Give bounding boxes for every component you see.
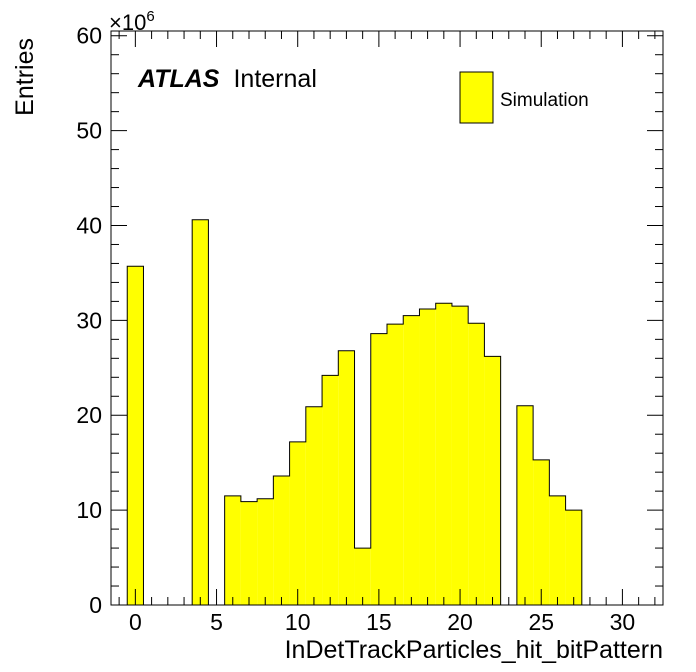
legend-swatch bbox=[459, 71, 494, 124]
histogram-bars bbox=[126, 219, 647, 606]
histogram-bar bbox=[403, 315, 420, 605]
histogram-bar bbox=[435, 303, 452, 605]
x-tick-label: 30 bbox=[610, 609, 636, 635]
axis-tick-labels: 0 5 10 15 20 25 30 0 10 20 30 40 50 60 bbox=[76, 23, 635, 635]
x-axis-label: InDetTrackParticles_hit_bitPattern bbox=[285, 636, 663, 664]
y-axis-label: Entries bbox=[11, 38, 39, 116]
x-tick-label: 20 bbox=[447, 609, 473, 635]
y-tick-label: 20 bbox=[76, 402, 102, 428]
histogram-bar bbox=[468, 323, 485, 605]
x-tick-label: 15 bbox=[366, 609, 392, 635]
histogram-bar bbox=[419, 308, 436, 605]
x-tick-label: 0 bbox=[129, 609, 142, 635]
plot-frame bbox=[110, 30, 664, 606]
x-tick-label: 10 bbox=[285, 609, 311, 635]
histogram-bar bbox=[549, 495, 566, 605]
histogram-bar bbox=[338, 350, 355, 605]
histogram-bar bbox=[273, 475, 290, 605]
histogram-bar bbox=[240, 501, 258, 605]
histogram-bar bbox=[565, 510, 582, 605]
x-tick-label: 5 bbox=[210, 609, 223, 635]
histogram-bar bbox=[257, 498, 274, 605]
y-tick-label: 50 bbox=[76, 118, 102, 144]
y-tick-label: 40 bbox=[76, 212, 102, 238]
histogram-bar bbox=[192, 219, 209, 606]
histogram-bar bbox=[533, 459, 550, 605]
histogram-bar bbox=[370, 333, 387, 605]
histogram-bar bbox=[451, 306, 469, 605]
y-tick-label: 60 bbox=[76, 23, 102, 49]
y-tick-label: 0 bbox=[89, 592, 102, 618]
atlas-label: ATLAS Internal bbox=[137, 65, 317, 93]
histogram-bar bbox=[354, 548, 371, 605]
histogram-bar bbox=[305, 406, 323, 605]
histogram-bar bbox=[484, 356, 501, 605]
histogram-bar bbox=[127, 266, 144, 605]
histogram-bar bbox=[516, 405, 534, 605]
axis-ticks bbox=[111, 31, 663, 606]
histogram-bar bbox=[289, 441, 306, 605]
legend-label: Simulation bbox=[500, 90, 589, 111]
histogram-bar bbox=[322, 375, 339, 605]
histogram-bar bbox=[224, 495, 241, 605]
y-scale-label: ×106 bbox=[109, 8, 155, 35]
x-tick-label: 25 bbox=[528, 609, 554, 635]
y-tick-label: 10 bbox=[76, 497, 102, 523]
histogram-bar bbox=[387, 324, 404, 605]
y-tick-label: 30 bbox=[76, 307, 102, 333]
